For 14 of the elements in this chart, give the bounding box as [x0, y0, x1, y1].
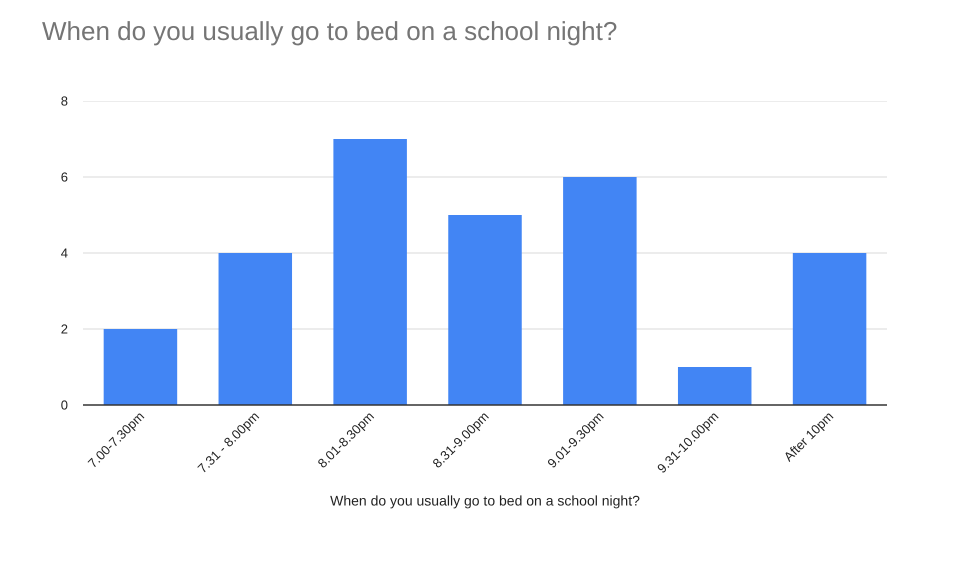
bar	[333, 139, 407, 405]
y-tick-label: 2	[60, 322, 68, 337]
bar	[792, 253, 866, 405]
bar	[218, 253, 292, 405]
bar	[678, 367, 752, 405]
y-tick-label: 0	[60, 398, 68, 413]
y-tick-label: 4	[60, 246, 68, 261]
x-axis-title: When do you usually go to bed on a school night?	[330, 492, 640, 508]
y-tick-label: 6	[60, 170, 68, 185]
bar	[563, 177, 637, 405]
bar	[104, 329, 178, 405]
y-tick-label: 8	[60, 94, 68, 109]
chart-title: When do you usually go to bed on a school night?	[42, 16, 618, 46]
bar	[448, 215, 522, 405]
